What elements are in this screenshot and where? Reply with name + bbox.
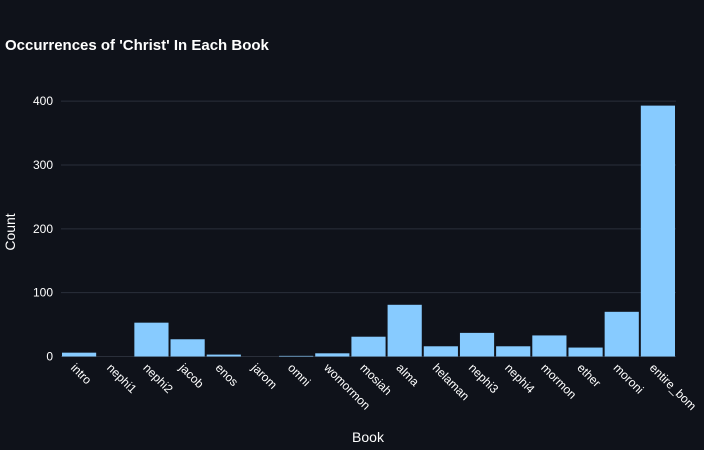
bar-nephi3	[459, 332, 495, 357]
bar-mormon	[532, 335, 567, 357]
y-tick-label: 0	[46, 350, 53, 364]
x-tick-label-omni: omni	[285, 361, 313, 389]
bar-intro	[62, 352, 97, 357]
bar-nephi2	[134, 322, 169, 357]
bar-alma	[387, 304, 422, 357]
x-tick-label-nephi2: nephi2	[140, 361, 176, 397]
x-axis-ticks: intro nephi1 nephi2 jacob enos jarom omni womor…	[68, 360, 699, 413]
bar-moroni	[604, 311, 639, 357]
x-tick-label-mormon: mormon	[538, 361, 579, 402]
gridlines	[61, 100, 676, 357]
bar-helaman	[423, 346, 458, 357]
bar-omni	[279, 355, 314, 357]
y-tick-label: 400	[33, 94, 53, 108]
bar-entire_bom	[640, 105, 675, 357]
x-tick-label-jarom: jarom	[248, 360, 280, 392]
y-tick-label: 100	[33, 286, 53, 300]
chart-title: Occurrences of 'Christ' In Each Book	[5, 37, 270, 54]
x-tick-label-enos: enos	[213, 361, 241, 389]
x-tick-label-nephi1: nephi1	[104, 361, 140, 397]
x-tick-label-ether: ether	[574, 361, 603, 390]
x-tick-label-intro: intro	[68, 361, 95, 388]
x-tick-label-moroni: moroni	[611, 361, 647, 397]
bars	[62, 105, 675, 357]
x-tick-label-jacob: jacob	[176, 360, 207, 391]
y-tick-label: 200	[33, 222, 53, 236]
x-tick-label-helaman: helaman	[430, 361, 472, 403]
bar-nephi4	[496, 346, 531, 357]
bar-mosiah	[351, 336, 386, 357]
bar-ether	[568, 347, 603, 357]
y-axis-label: Count	[2, 213, 18, 250]
bar-jacob	[170, 339, 205, 357]
y-tick-label: 300	[33, 158, 53, 172]
x-tick-label-alma: alma	[394, 361, 423, 390]
bar-enos	[206, 354, 241, 357]
x-axis-label: Book	[352, 429, 385, 445]
bar-womormon	[315, 353, 350, 357]
y-axis-ticks: 0 100 200 300 400	[33, 94, 53, 363]
x-tick-label-entire_bom: entire_bom	[647, 361, 699, 413]
x-tick-label-nephi4: nephi4	[502, 361, 538, 397]
